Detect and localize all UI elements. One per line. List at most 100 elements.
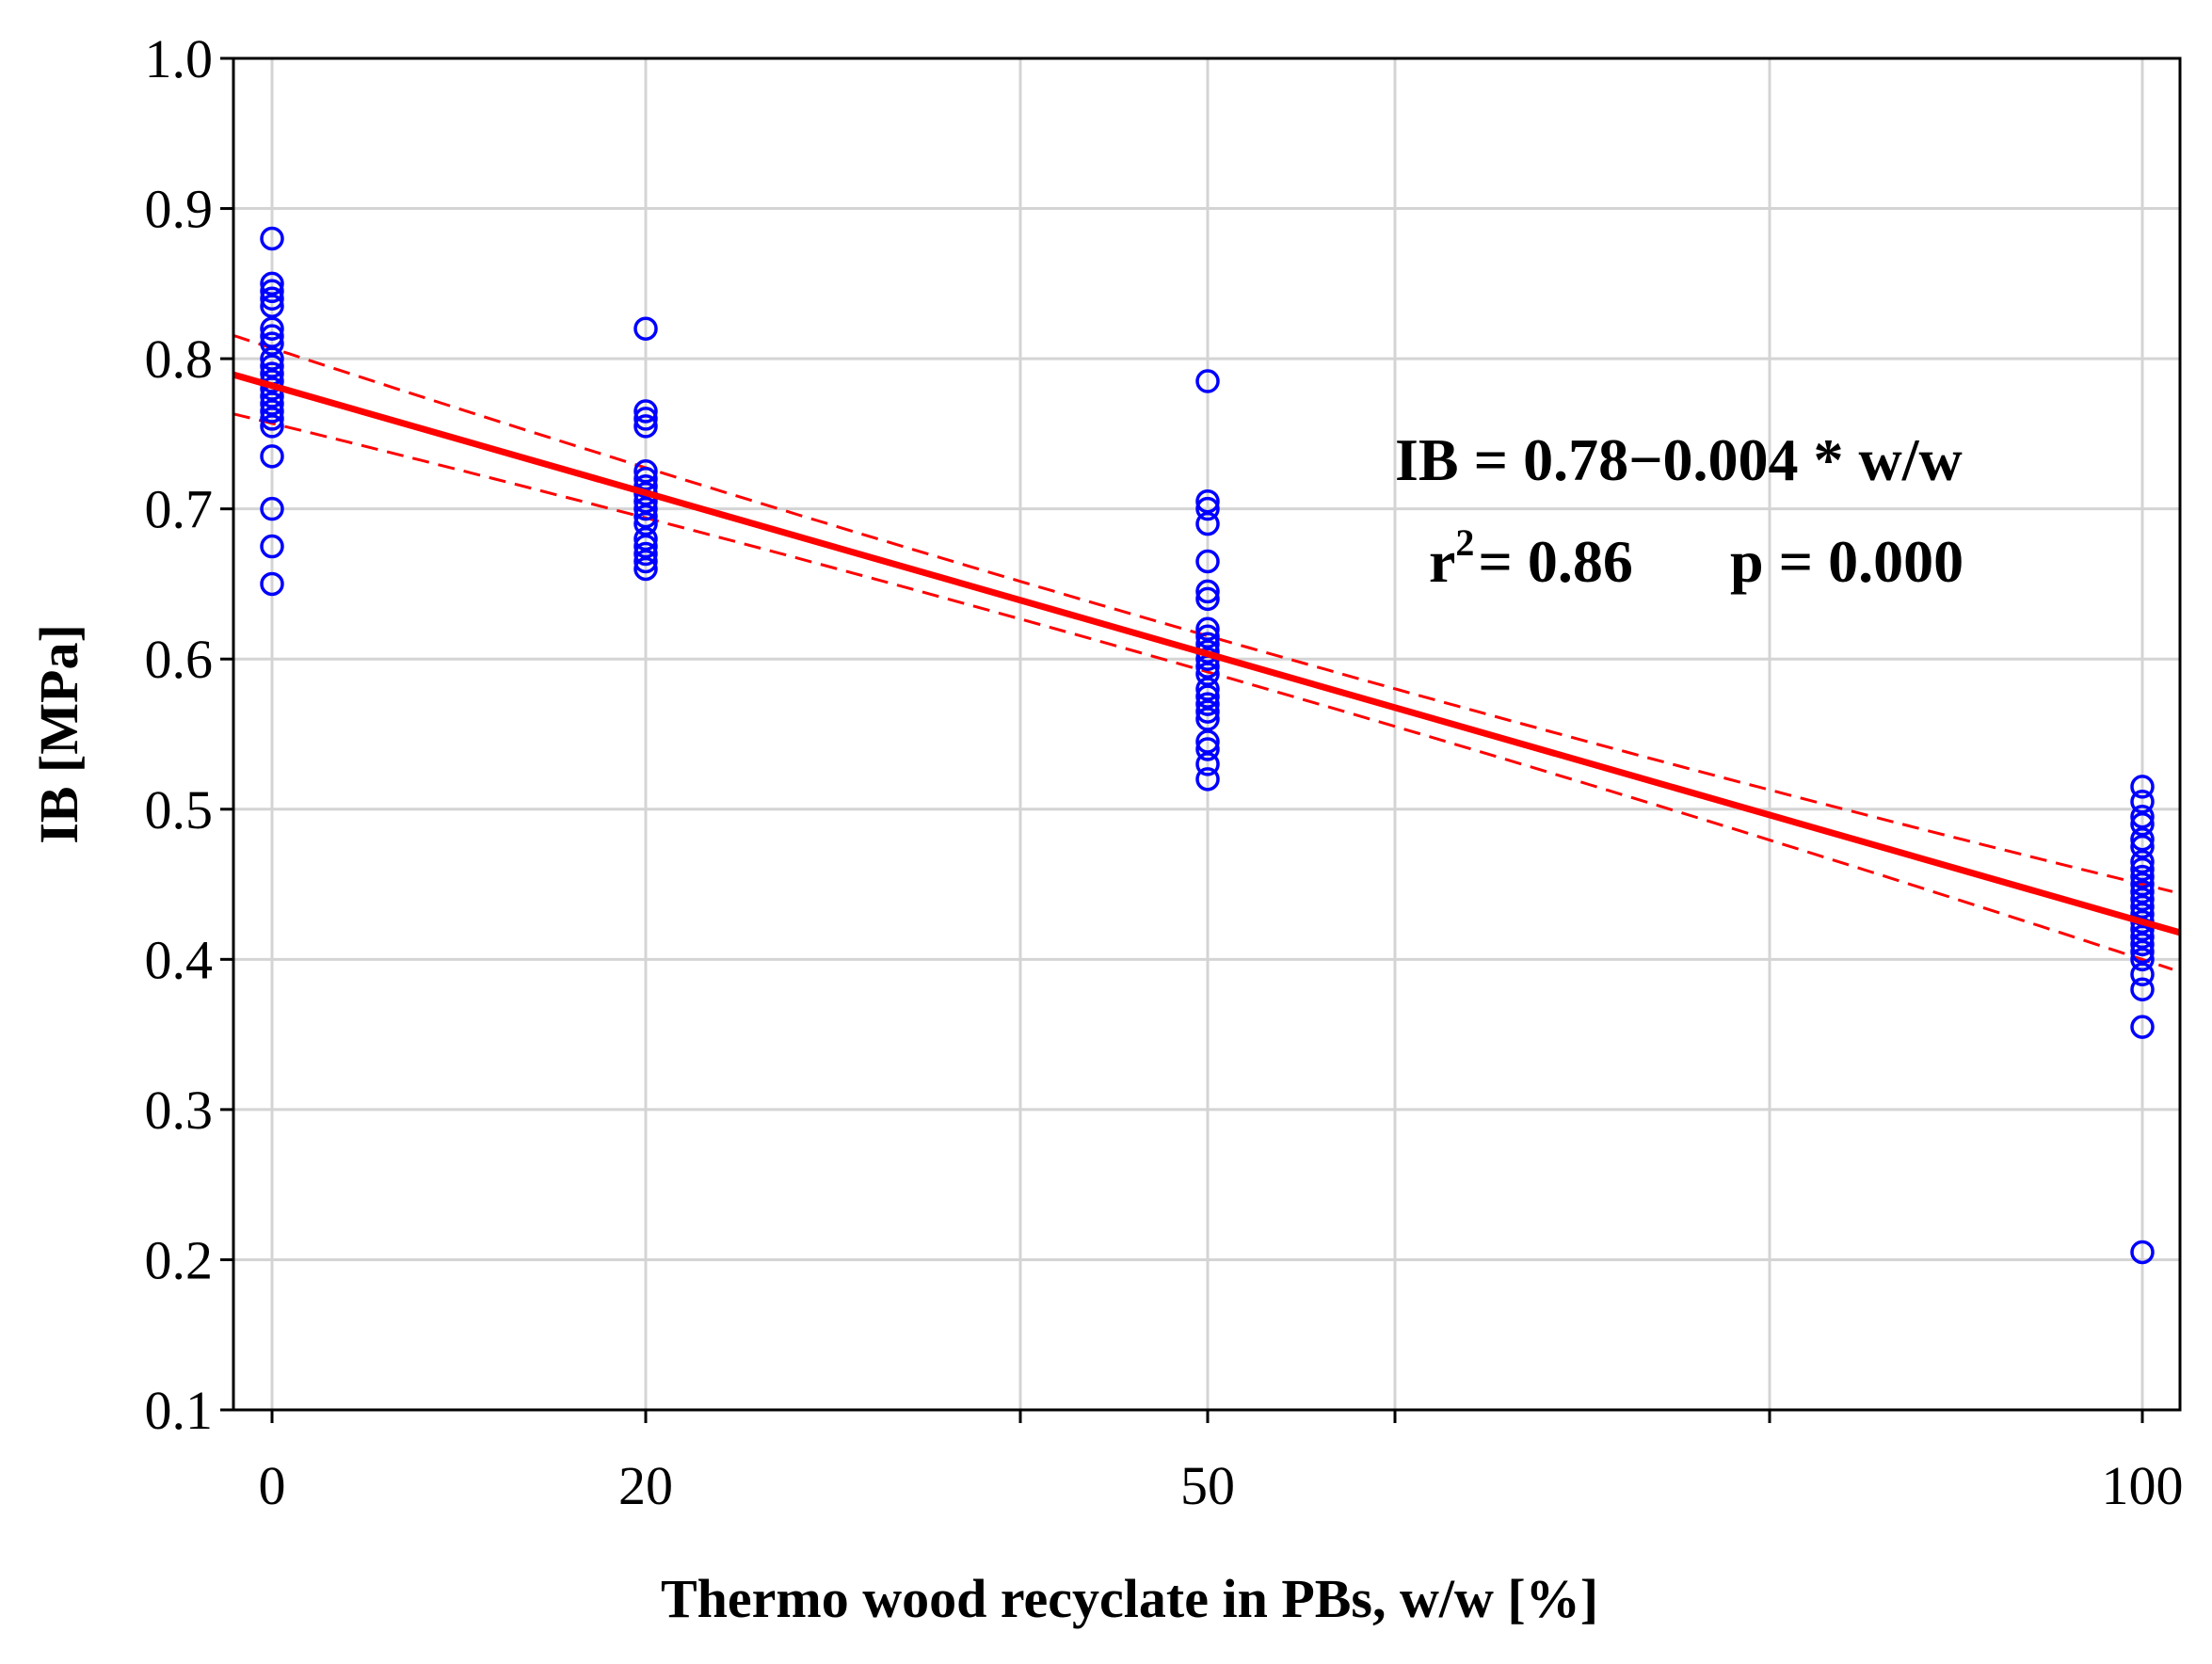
data-point (2130, 932, 2155, 957)
data-point (2130, 790, 2155, 814)
data-point (1195, 684, 1220, 709)
x-axis-title: Thermo wood recyclate in PBs, w/w [%] (661, 1568, 1598, 1629)
data-point (2130, 872, 2155, 897)
data-point (260, 496, 284, 521)
data-point (2130, 805, 2155, 829)
data-point (2130, 887, 2155, 912)
data-point (633, 511, 658, 536)
data-point (260, 534, 284, 559)
data-point (260, 399, 284, 424)
data-point (2130, 811, 2155, 837)
data-point (1195, 692, 1220, 716)
data-point (633, 534, 658, 559)
data-point (260, 226, 284, 251)
data-point (1195, 699, 1220, 724)
data-point (2130, 977, 2155, 1001)
data-point (2130, 947, 2155, 972)
data-point (1195, 767, 1220, 792)
data-point (633, 556, 658, 582)
data-point (260, 346, 284, 371)
data-point (1195, 662, 1220, 686)
grid-lines (233, 56, 2180, 1412)
equation-annotation: IB = 0.78−0.004 * w/w (1395, 426, 1963, 493)
data-point (260, 354, 284, 378)
r-squared-value: = 0.86 (1478, 528, 1632, 595)
lower-confidence-line (232, 412, 2173, 971)
data-point (1195, 549, 1220, 574)
data-point (633, 496, 658, 521)
data-point (633, 467, 658, 491)
data-point (260, 444, 284, 469)
x-tick-label: 50 (1180, 1455, 1235, 1516)
data-point (2130, 849, 2155, 874)
y-tick-label: 0.2 (145, 1229, 214, 1290)
data-point (1195, 579, 1220, 604)
data-point (2130, 879, 2155, 904)
r-squared-annotation: r2= 0.86 (1429, 521, 1633, 595)
x-tick-label: 100 (2102, 1455, 2184, 1516)
data-point (633, 316, 658, 341)
data-point (633, 549, 658, 574)
data-point (1195, 752, 1220, 776)
y-tick-label: 0.5 (145, 779, 214, 840)
data-point (2130, 826, 2155, 852)
data-point (1195, 586, 1220, 612)
x-axis-ticks: 0 20 50 100 (259, 1410, 2184, 1516)
data-point (2130, 962, 2155, 987)
data-point (1195, 677, 1220, 701)
data-point (260, 392, 284, 416)
y-tick-label: 0.7 (145, 479, 214, 540)
data-point (2130, 894, 2155, 920)
data-point (633, 399, 658, 424)
data-point (260, 324, 284, 348)
data-point (260, 331, 284, 356)
data-point (260, 294, 284, 319)
y-tick-label: 0.9 (145, 179, 214, 240)
r-label: r (1429, 528, 1455, 595)
data-point (260, 571, 284, 597)
y-tick-label: 1.0 (145, 28, 214, 89)
y-axis-title: IB [MPa] (28, 624, 89, 844)
data-point (260, 279, 284, 304)
data-point (2130, 1015, 2155, 1039)
data-point (633, 526, 658, 552)
data-point (2130, 856, 2155, 882)
data-point (2130, 924, 2155, 950)
y-tick-label: 0.6 (145, 629, 214, 690)
data-point (2130, 939, 2155, 965)
data-point (1195, 496, 1220, 521)
data-point (2130, 834, 2155, 859)
data-point (1195, 369, 1220, 393)
data-point (2130, 864, 2155, 889)
data-point (633, 541, 658, 567)
data-point (633, 473, 658, 499)
y-tick-label: 0.1 (145, 1380, 214, 1441)
data-point (633, 414, 658, 439)
regression-line-group (232, 371, 2181, 936)
data-point (1195, 511, 1220, 536)
data-point (2130, 1240, 2155, 1265)
y-tick-label: 0.3 (145, 1080, 214, 1141)
p-value-annotation: p = 0.000 (1730, 528, 1964, 595)
data-point (260, 407, 284, 431)
data-point (1195, 624, 1220, 649)
data-point (633, 459, 658, 484)
data-point (1195, 616, 1220, 642)
regression-line (232, 371, 2181, 936)
data-point (1195, 729, 1220, 754)
data-point (260, 316, 284, 341)
y-axis-ticks: 0.1 0.2 0.3 0.4 0.5 0.6 0.7 0.8 0.9 1.0 (145, 28, 233, 1441)
data-point (1195, 737, 1220, 761)
data-point (633, 504, 658, 529)
x-tick-label: 0 (259, 1455, 286, 1516)
x-tick-label: 20 (618, 1455, 673, 1516)
data-point (633, 407, 658, 431)
data-point (1195, 707, 1220, 731)
data-point (260, 286, 284, 312)
y-tick-label: 0.8 (145, 328, 214, 390)
data-point (2130, 775, 2155, 799)
data-point (260, 271, 284, 296)
data-point (260, 414, 284, 439)
